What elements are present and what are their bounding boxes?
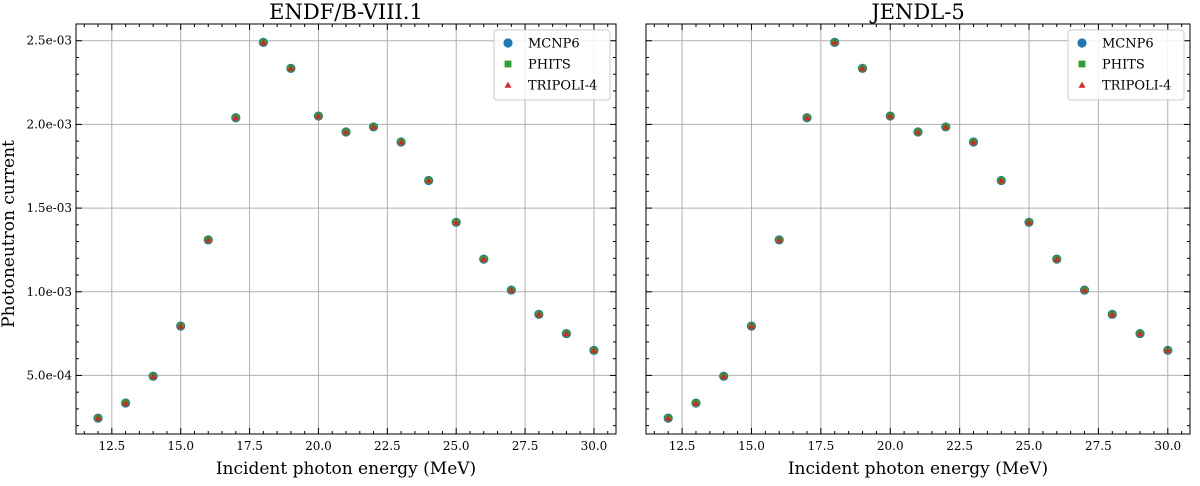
data-point xyxy=(748,322,755,329)
x-tick-label: 25.0 xyxy=(443,439,470,453)
data-point xyxy=(720,372,728,379)
legend-box xyxy=(1067,29,1185,101)
data-point xyxy=(803,114,811,121)
y-tick-label: 1.5e-03 xyxy=(26,201,72,215)
data-point xyxy=(859,64,866,72)
x-tick-label: 30.0 xyxy=(1154,439,1181,453)
x-tick-label: 12.5 xyxy=(669,439,696,453)
y-tick-label: 2.5e-03 xyxy=(26,34,72,48)
data-point xyxy=(997,177,1005,184)
data-point xyxy=(480,255,488,262)
x-tick-label: 30.0 xyxy=(581,439,608,453)
x-tick-label: 27.5 xyxy=(1085,439,1112,453)
legend-marker xyxy=(504,60,512,68)
x-tick-label: 25.0 xyxy=(1016,439,1043,453)
data-point xyxy=(452,218,460,226)
data-point xyxy=(831,39,839,46)
data-point xyxy=(94,414,102,421)
y-tick-label: 2.0e-03 xyxy=(26,117,72,131)
data-point xyxy=(259,39,267,46)
data-point xyxy=(1025,218,1033,226)
data-point xyxy=(914,128,922,135)
data-point xyxy=(342,128,350,135)
data-point xyxy=(287,64,295,72)
data-point xyxy=(535,310,543,318)
x-tick-label: 15.0 xyxy=(167,439,194,453)
data-point xyxy=(204,236,212,243)
legend-box xyxy=(493,29,611,101)
legend-marker xyxy=(504,81,512,88)
legend-marker xyxy=(1078,60,1086,68)
data-point xyxy=(590,346,598,354)
data-point xyxy=(886,112,894,119)
data-point xyxy=(425,177,433,184)
y-tick-label: 5.0e-04 xyxy=(26,368,72,382)
series-tripoli-4 xyxy=(664,39,1172,421)
legend-label: MCNP6 xyxy=(1102,37,1154,52)
legend-label: TRIPOLI-4 xyxy=(1102,79,1171,94)
data-point xyxy=(563,330,570,337)
data-point xyxy=(1053,255,1061,262)
chart-title: JENDL-5 xyxy=(869,0,964,24)
x-tick-label: 20.0 xyxy=(305,439,332,453)
legend-label: PHITS xyxy=(528,58,571,73)
data-point xyxy=(149,372,157,379)
data-point xyxy=(122,399,129,406)
x-tick-label: 27.5 xyxy=(512,439,539,453)
legend-label: TRIPOLI-4 xyxy=(528,79,597,94)
legend-label: PHITS xyxy=(1102,58,1145,73)
x-tick-label: 17.5 xyxy=(807,439,834,453)
legend-label: MCNP6 xyxy=(528,37,580,52)
legend: MCNP6 PHITS TRIPOLI-4 xyxy=(1067,29,1185,101)
legend-marker xyxy=(1077,38,1087,48)
data-point xyxy=(1108,310,1116,318)
chart-title: ENDF/B-VIII.1 xyxy=(269,0,423,24)
data-point xyxy=(507,286,515,293)
data-point xyxy=(232,114,240,121)
data-point xyxy=(177,322,185,329)
x-tick-label: 15.0 xyxy=(738,439,765,453)
data-point xyxy=(942,123,950,130)
legend: MCNP6 PHITS TRIPOLI-4 xyxy=(493,29,611,101)
x-axis-label: Incident photon energy (MeV) xyxy=(788,459,1048,479)
x-tick-label: 20.0 xyxy=(877,439,904,453)
data-point xyxy=(370,123,377,130)
data-point xyxy=(397,138,405,145)
data-point xyxy=(692,399,700,406)
data-point xyxy=(775,236,783,243)
x-tick-label: 22.5 xyxy=(374,439,401,453)
legend-marker xyxy=(503,38,513,48)
data-point xyxy=(1136,330,1144,337)
x-tick-label: 17.5 xyxy=(236,439,263,453)
y-tick-label: 1.0e-03 xyxy=(26,285,72,299)
data-point xyxy=(970,138,977,145)
panel-endf: ENDF/B-VIII.1 Incident photon energy (Me… xyxy=(0,0,617,479)
legend-marker xyxy=(1078,81,1086,88)
data-point xyxy=(315,112,322,119)
panel-jendl: JENDL-5 Incident photon energy (MeV) 12.… xyxy=(645,0,1191,479)
data-point xyxy=(664,414,672,421)
x-tick-label: 22.5 xyxy=(946,439,973,453)
y-axis-label: Photoneutron current xyxy=(0,140,19,328)
x-tick-label: 12.5 xyxy=(98,439,125,453)
data-point xyxy=(1164,346,1172,354)
data-point xyxy=(1081,286,1088,293)
series-tripoli-4 xyxy=(94,39,598,421)
x-axis-label: Incident photon energy (MeV) xyxy=(216,459,476,479)
